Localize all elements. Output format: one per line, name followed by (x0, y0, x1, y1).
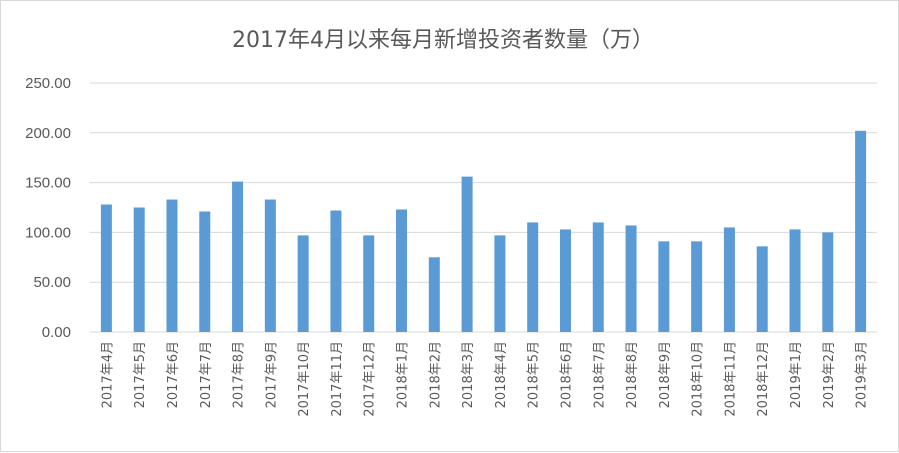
bar (264, 199, 276, 332)
x-tick-label: 2017年9月 (264, 341, 279, 408)
bar (232, 181, 244, 332)
bar (428, 257, 440, 332)
x-tick-label: 2018年11月 (723, 341, 738, 417)
bar (396, 209, 408, 332)
y-tick-label: 200.00 (25, 125, 71, 142)
y-tick-label: 100.00 (25, 224, 71, 241)
x-tick-label: 2019年1月 (789, 341, 804, 408)
bar (363, 235, 375, 332)
bar (330, 210, 342, 332)
x-tick-label: 2018年8月 (625, 341, 640, 408)
x-tick-label: 2018年3月 (461, 341, 476, 408)
y-tick-label: 150.00 (25, 175, 71, 192)
x-tick-label: 2018年1月 (396, 341, 411, 408)
x-tick-label: 2018年6月 (559, 341, 574, 408)
x-tick-label: 2019年3月 (855, 341, 870, 408)
x-tick-label: 2017年7月 (199, 341, 214, 408)
x-tick-label: 2018年5月 (527, 341, 542, 408)
bar (166, 199, 178, 332)
x-tick-label: 2019年2月 (822, 341, 837, 408)
bar (100, 204, 112, 332)
y-tick-label: 250.00 (25, 75, 71, 92)
bar (625, 225, 637, 332)
x-axis-ticks: 2017年4月 2017年5月 2017年6月 2017年7月 2017年8月 2017年… (100, 341, 869, 417)
bar (199, 211, 211, 332)
x-tick-label: 2018年9月 (658, 341, 673, 408)
x-tick-label: 2017年10月 (297, 341, 312, 417)
bar (789, 229, 801, 332)
y-tick-label: 50.00 (33, 274, 71, 291)
bar (822, 232, 834, 332)
bar (494, 235, 506, 332)
x-tick-label: 2018年4月 (494, 341, 509, 408)
x-tick-label: 2018年2月 (428, 341, 443, 408)
x-tick-label: 2018年10月 (691, 341, 706, 417)
x-tick-label: 2017年12月 (363, 341, 378, 417)
bars (100, 130, 867, 332)
bar (461, 176, 473, 332)
x-tick-label: 2018年12月 (756, 341, 771, 417)
bar (559, 229, 571, 332)
bar (297, 235, 309, 332)
bar (527, 222, 539, 332)
bar (756, 246, 768, 332)
bar (855, 130, 867, 332)
bar (723, 227, 735, 332)
x-tick-label: 2017年4月 (100, 341, 115, 408)
x-tick-label: 2017年8月 (232, 341, 247, 408)
gridlines (90, 82, 877, 333)
bar (592, 222, 604, 332)
y-axis-ticks: 0.00 50.00 100.00 150.00 200.00 250.00 (25, 75, 71, 341)
bar (133, 207, 145, 332)
x-tick-label: 2018年7月 (592, 341, 607, 408)
bar (691, 241, 703, 332)
chart-title: 2017年4月以来每月新增投资者数量（万） (232, 28, 654, 53)
y-tick-label: 0.00 (42, 324, 71, 341)
x-tick-label: 2017年6月 (166, 341, 181, 408)
x-tick-label: 2017年11月 (330, 341, 345, 417)
bar (658, 241, 670, 332)
x-tick-label: 2017年5月 (133, 341, 148, 408)
